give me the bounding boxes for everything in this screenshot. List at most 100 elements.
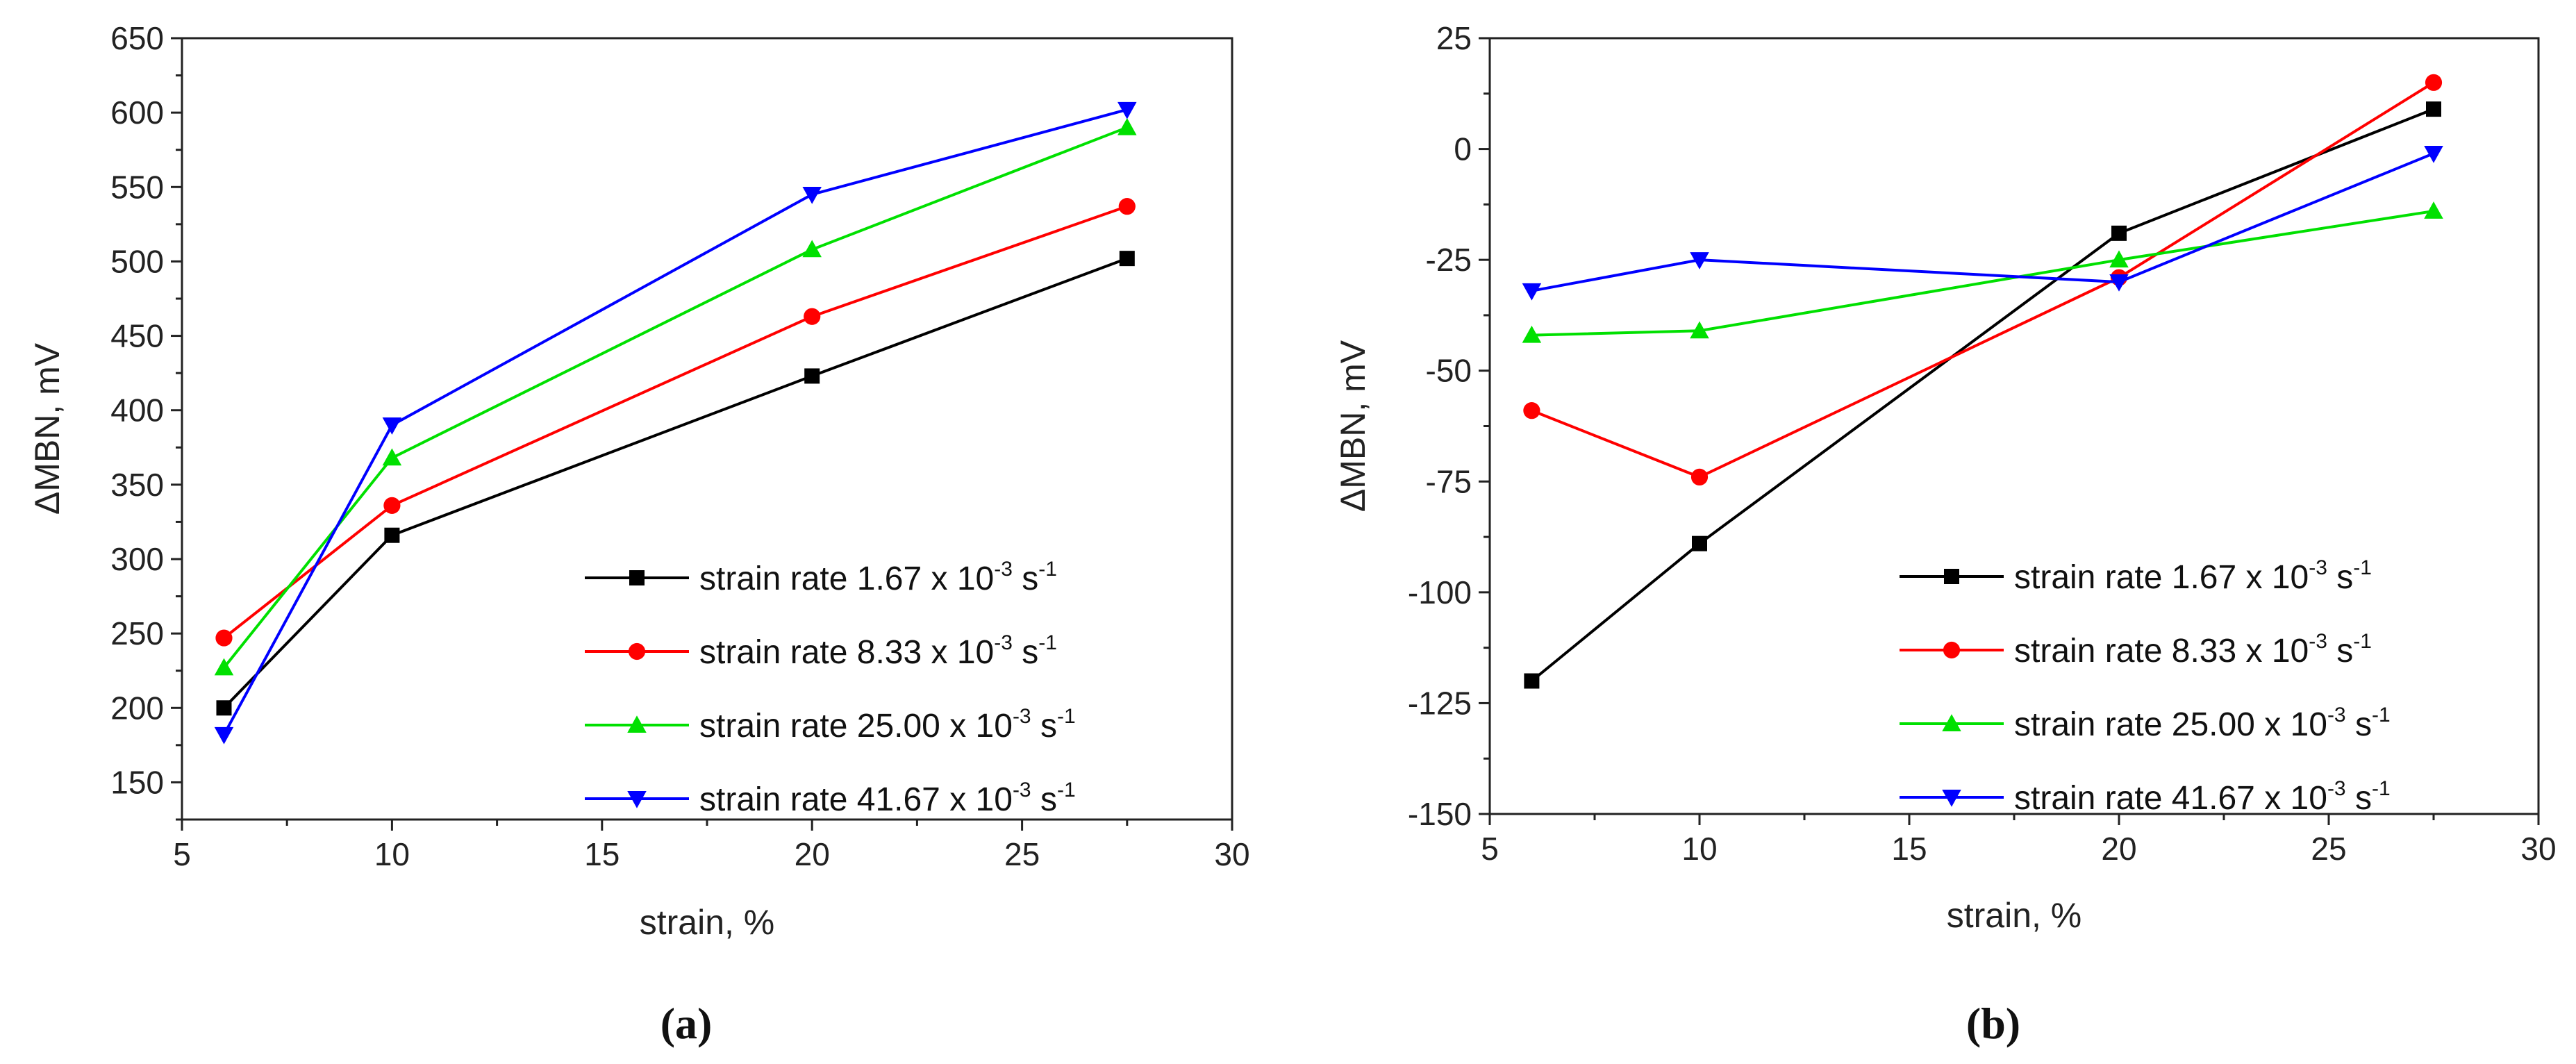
x-tick-label: 20: [2101, 831, 2136, 867]
legend-marker: [1942, 790, 1961, 807]
series-line: [1531, 81, 2435, 479]
legend-marker: [1942, 714, 1961, 731]
y-tick-label: 350: [110, 467, 164, 503]
series-line: [223, 257, 1128, 709]
chart-panel-b: 5 10 15 20 25 30 -150 -125 -100 -75 -50 -25 0 25 strai…: [1333, 20, 2557, 1048]
y-tick-label: 400: [110, 392, 164, 429]
legend-entry-label: strain rate 1.67 x 10-3 s-1: [2014, 556, 2372, 596]
series-1: [1524, 101, 2441, 689]
data-point: [214, 658, 234, 676]
data-point: [384, 527, 400, 543]
x-axis-label: strain, %: [640, 903, 775, 942]
legend-entry-label: strain rate 41.67 x 10-3 s-1: [2014, 777, 2391, 817]
data-point: [2425, 74, 2443, 91]
legend: strain rate 1.67 x 10-3 s-1 strain rate 8…: [585, 558, 1076, 818]
plot-frame: [181, 37, 1233, 821]
y-tick-label: 200: [110, 690, 164, 726]
x-tick-label: 15: [584, 836, 620, 872]
legend-marker: [627, 791, 647, 808]
y-tick-label: -125: [1408, 685, 1472, 721]
y-tick-label: -75: [1426, 463, 1472, 499]
data-point: [2109, 274, 2129, 292]
y-tick-label: 250: [110, 615, 164, 651]
legend-entry-label: strain rate 41.67 x 10-3 s-1: [699, 779, 1076, 818]
data-point: [1524, 673, 1540, 689]
plot-frame: [1488, 37, 2540, 815]
legend: strain rate 1.67 x 10-3 s-1 strain rate 8…: [1900, 556, 2391, 817]
legend-marker: [627, 715, 647, 733]
series-3: [1522, 201, 2443, 343]
data-point: [382, 417, 402, 435]
panel-label: (b): [1966, 999, 2020, 1048]
x-tick-label: 25: [1004, 836, 1040, 872]
y-tick-label: -100: [1408, 574, 1472, 610]
x-tick-label: 30: [1214, 836, 1249, 872]
x-tick-label: 5: [173, 836, 191, 872]
panel-label: (a): [660, 999, 713, 1048]
legend-marker: [628, 642, 646, 660]
series-1: [216, 251, 1135, 716]
series-2: [1523, 74, 2443, 486]
data-point: [216, 700, 232, 716]
series-line: [223, 205, 1128, 640]
data-point: [804, 308, 821, 325]
chart-panel-a: 5 10 15 20 25 30 150 200 250 300 350 400 450 500 550 60…: [28, 20, 1250, 1048]
y-tick-label: -150: [1408, 796, 1472, 832]
data-point: [1119, 251, 1135, 267]
data-point: [1117, 117, 1137, 135]
legend-marker: [629, 570, 645, 585]
data-point: [2111, 225, 2127, 241]
series-4: [1522, 145, 2443, 301]
data-point: [1118, 198, 1136, 215]
legend-marker: [1943, 641, 1961, 659]
legend-entry-label: strain rate 8.33 x 10-3 s-1: [2014, 630, 2372, 670]
y-axis-label: ΔMBN, mV: [28, 342, 67, 515]
data-point: [1117, 101, 1137, 119]
data-point: [215, 629, 233, 647]
data-point: [2109, 250, 2129, 268]
y-tick-label: -25: [1426, 242, 1472, 278]
data-point: [2424, 145, 2443, 163]
legend-entry-label: strain rate 8.33 x 10-3 s-1: [699, 631, 1057, 671]
y-tick-label: 550: [110, 169, 164, 205]
x-tick-label: 10: [1681, 831, 1717, 867]
y-axis-label: ΔMBN, mV: [1333, 340, 1372, 512]
series-4: [214, 101, 1137, 745]
data-point: [2424, 201, 2443, 219]
data-point: [383, 497, 401, 514]
y-tick-label: 450: [110, 318, 164, 354]
x-tick-label: 5: [1481, 831, 1499, 867]
legend-entry-label: strain rate 1.67 x 10-3 s-1: [699, 558, 1057, 597]
data-point: [214, 726, 234, 745]
y-tick-label: 500: [110, 243, 164, 279]
data-point: [2426, 101, 2441, 117]
y-tick-label: 300: [110, 541, 164, 577]
y-tick-label: 150: [110, 764, 164, 800]
x-axis-label: strain, %: [1947, 896, 2082, 935]
x-tick-label: 15: [1891, 831, 1927, 867]
data-point: [1690, 321, 1709, 339]
data-point: [802, 240, 822, 258]
series-2: [215, 198, 1136, 647]
series-line: [1531, 209, 2434, 337]
y-tick-label: 0: [1454, 131, 1472, 167]
y-tick-label: 600: [110, 94, 164, 131]
data-point: [802, 187, 822, 204]
series-line: [1531, 152, 2434, 292]
y-tick-label: -50: [1426, 353, 1472, 389]
legend-marker: [1944, 569, 1959, 584]
data-point: [1690, 252, 1709, 269]
data-point: [1690, 468, 1709, 486]
x-tick-label: 30: [2520, 831, 2556, 867]
data-point: [1522, 325, 1542, 343]
series-line: [222, 108, 1128, 735]
y-tick-label: 650: [110, 20, 164, 56]
data-point: [1522, 283, 1542, 301]
x-tick-label: 20: [795, 836, 830, 872]
series-line: [222, 126, 1128, 669]
x-tick-label: 25: [2311, 831, 2346, 867]
data-point: [804, 368, 820, 384]
legend-entry-label: strain rate 25.00 x 10-3 s-1: [2014, 704, 2391, 743]
data-point: [382, 448, 402, 466]
